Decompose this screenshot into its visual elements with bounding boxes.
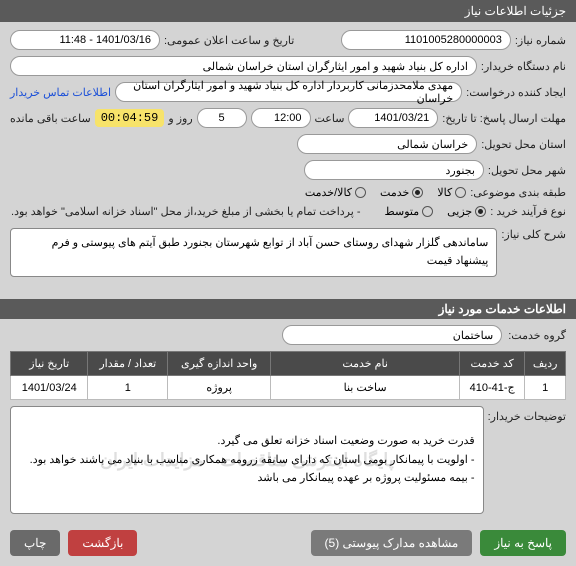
- buy-type-group: جزیی متوسط: [385, 205, 487, 218]
- main-desc-label: شرح کلی نیاز:: [501, 224, 566, 241]
- contact-link[interactable]: اطلاعات تماس خریدار: [10, 86, 111, 99]
- days-left-field: 5: [197, 108, 247, 128]
- subject-type-group: کالا خدمت کالا/خدمت: [305, 186, 466, 199]
- deadline-date-field: 1401/03/21: [348, 108, 438, 128]
- cell-row: 1: [525, 376, 566, 400]
- services-table: ردیف کد خدمت نام خدمت واحد اندازه گیری ت…: [10, 351, 566, 400]
- creator-field: مهدی ملامحدزمانی کاربردار اداره کل بنیاد…: [115, 82, 462, 102]
- radio-khadmat[interactable]: خدمت: [380, 186, 423, 199]
- col-date: تاریخ نیاز: [11, 352, 88, 376]
- table-header-row: ردیف کد خدمت نام خدمت واحد اندازه گیری ت…: [11, 352, 566, 376]
- table-row[interactable]: 1 ج-41-410 ساخت بنا پروژه 1 1401/03/24: [11, 376, 566, 400]
- print-button[interactable]: چاپ: [10, 530, 60, 556]
- announce-field: 1401/03/16 - 11:48: [10, 30, 160, 50]
- day-label: روز و: [168, 112, 192, 125]
- hour-label: ساعت: [315, 112, 345, 125]
- need-no-field: 1101005280000003: [341, 30, 511, 50]
- bottom-bar: پاسخ به نیاز مشاهده مدارک پیوستی (5) باز…: [0, 520, 576, 566]
- creator-label: ایجاد کننده درخواست:: [466, 86, 566, 99]
- subject-type-label: طبقه بندی موضوعی:: [470, 186, 566, 199]
- cell-name: ساخت بنا: [271, 376, 460, 400]
- radio-kala[interactable]: کالا: [437, 186, 466, 199]
- page-header: جزئیات اطلاعات نیاز: [0, 0, 576, 22]
- group-field: ساختمان: [282, 325, 502, 345]
- respond-button[interactable]: پاسخ به نیاز: [480, 530, 566, 556]
- group-label: گروه خدمت:: [508, 329, 566, 342]
- buyer-notes-box: قدرت خرید به صورت وضعیت اسناد خزانه تعلق…: [10, 406, 484, 513]
- cell-code: ج-41-410: [459, 376, 524, 400]
- radio-motavaset[interactable]: متوسط: [385, 205, 434, 218]
- pay-note: - پرداخت تمام یا بخشی از مبلغ خرید،از مح…: [11, 205, 361, 218]
- col-qty: تعداد / مقدار: [88, 352, 168, 376]
- cell-unit: پروژه: [168, 376, 271, 400]
- page-title: جزئیات اطلاعات نیاز: [465, 4, 566, 18]
- remain-label: ساعت باقی مانده: [10, 112, 91, 125]
- buy-type-label: نوع فرآیند خرید :: [490, 205, 566, 218]
- cell-qty: 1: [88, 376, 168, 400]
- deadline-label: مهلت ارسال پاسخ: تا تاریخ:: [442, 112, 566, 125]
- province-field: خراسان شمالی: [297, 134, 477, 154]
- buyer-field: اداره کل بنیاد شهید و امور ایثارگران است…: [10, 56, 477, 76]
- announce-label: تاریخ و ساعت اعلان عمومی:: [164, 34, 294, 47]
- city-field: بجنورد: [304, 160, 484, 180]
- radio-kalakhadmat[interactable]: کالا/خدمت: [305, 186, 366, 199]
- attachments-button[interactable]: مشاهده مدارک پیوستی (5): [311, 530, 473, 556]
- need-no-label: شماره نیاز:: [515, 34, 566, 47]
- col-unit: واحد اندازه گیری: [168, 352, 271, 376]
- services-section-title: اطلاعات خدمات مورد نیاز: [0, 299, 576, 319]
- buyer-notes-label: توضیحات خریدار:: [488, 406, 566, 423]
- deadline-hour-field: 12:00: [251, 108, 311, 128]
- main-desc-box: ساماندهی گلزار شهدای روستای حسن آباد از …: [10, 228, 497, 277]
- buyer-label: نام دستگاه خریدار:: [481, 60, 566, 73]
- cell-date: 1401/03/24: [11, 376, 88, 400]
- col-code: کد خدمت: [459, 352, 524, 376]
- form-area: شماره نیاز: 1101005280000003 تاریخ و ساع…: [0, 22, 576, 299]
- col-row: ردیف: [525, 352, 566, 376]
- countdown: 00:04:59: [95, 109, 165, 127]
- back-button[interactable]: بازگشت: [68, 530, 137, 556]
- city-label: شهر محل تحویل:: [488, 164, 566, 177]
- col-name: نام خدمت: [271, 352, 460, 376]
- province-label: استان محل تحویل:: [481, 138, 566, 151]
- radio-jozi[interactable]: جزیی: [447, 205, 486, 218]
